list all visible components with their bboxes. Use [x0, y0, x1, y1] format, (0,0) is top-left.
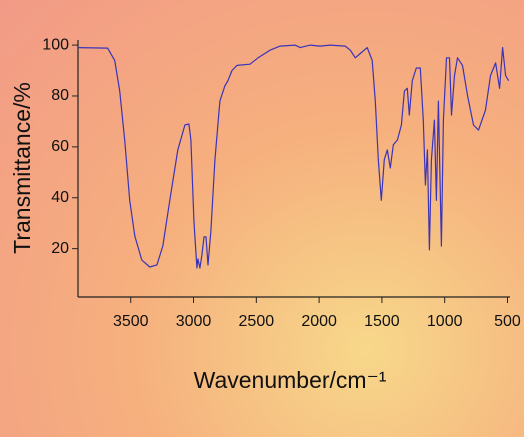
x-axis-title: Wavenumber/cm⁻¹: [194, 367, 387, 393]
x-tick-label: 500: [494, 313, 521, 330]
x-tick-label: 1500: [364, 313, 400, 330]
y-tick-label: 40: [51, 189, 69, 206]
y-tick-label: 100: [42, 36, 69, 53]
y-tick-label: 20: [51, 240, 69, 257]
y-axis-title: Transmittance/%: [9, 82, 35, 254]
spectrum-line: [77, 44, 510, 269]
y-tick-label: 80: [51, 87, 69, 104]
x-tick-label: 1000: [427, 313, 463, 330]
x-tick-label: 2500: [239, 313, 275, 330]
x-tick-label: 3500: [113, 313, 149, 330]
y-tick-label: 60: [51, 138, 69, 155]
x-tick-label: 3000: [176, 313, 212, 330]
x-tick-label: 2000: [301, 313, 337, 330]
